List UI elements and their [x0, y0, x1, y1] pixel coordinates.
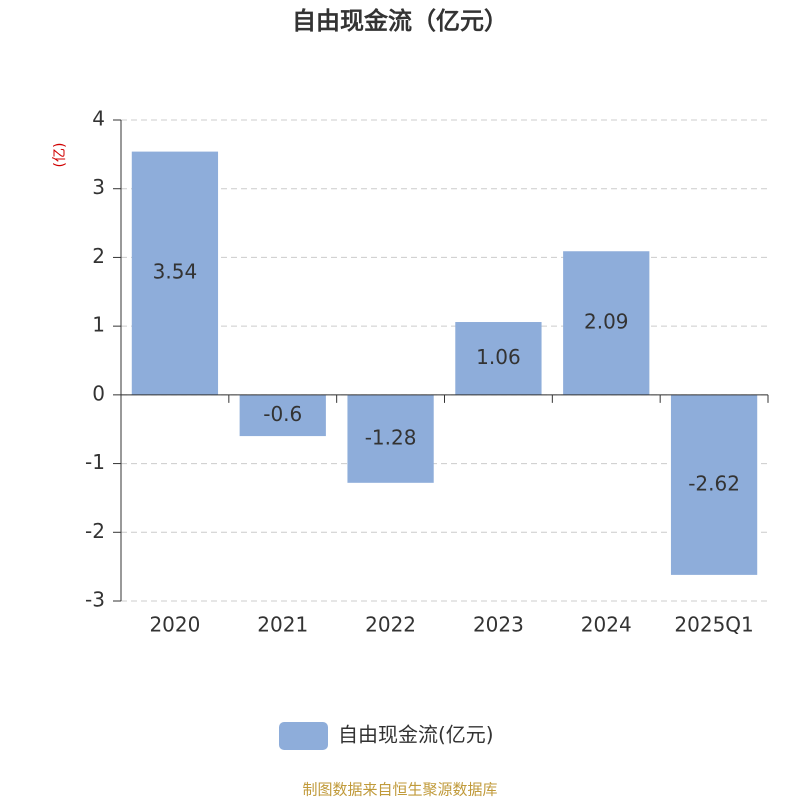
data-label: 3.54: [153, 260, 198, 284]
x-tick-label: 2025Q1: [674, 613, 753, 637]
x-tick-label: 2023: [473, 613, 524, 637]
x-tick-label: 2022: [365, 613, 416, 637]
x-tick-label: 2021: [257, 613, 308, 637]
legend-label: 自由现金流(亿元): [338, 723, 494, 747]
y-tick-label: 1: [92, 313, 105, 337]
data-label: -1.28: [365, 425, 417, 449]
bar: [239, 394, 326, 437]
y-axis-label: (亿): [52, 143, 68, 168]
y-tick-label: 3: [92, 175, 105, 199]
data-label: -0.6: [263, 402, 302, 426]
chart-title: 自由现金流（亿元）: [292, 7, 508, 35]
y-tick-label: -2: [85, 519, 105, 543]
data-label: 2.09: [584, 310, 629, 334]
source-note: 制图数据来自恒生聚源数据库: [302, 781, 497, 799]
legend-swatch: [279, 722, 328, 750]
bar: [131, 151, 219, 395]
y-tick-label: 2: [92, 244, 105, 268]
y-tick-label: 4: [92, 107, 105, 131]
y-tick-label: 0: [92, 381, 105, 405]
x-tick-label: 2024: [581, 613, 632, 637]
data-label: 1.06: [476, 345, 521, 369]
data-label: -2.62: [688, 471, 740, 495]
bar: [670, 394, 758, 575]
bar: [455, 322, 542, 395]
bar: [563, 251, 650, 395]
x-tick-label: 2020: [149, 613, 200, 637]
y-tick-label: -1: [85, 450, 105, 474]
y-tick-label: -3: [85, 588, 105, 612]
bar: [347, 394, 434, 483]
